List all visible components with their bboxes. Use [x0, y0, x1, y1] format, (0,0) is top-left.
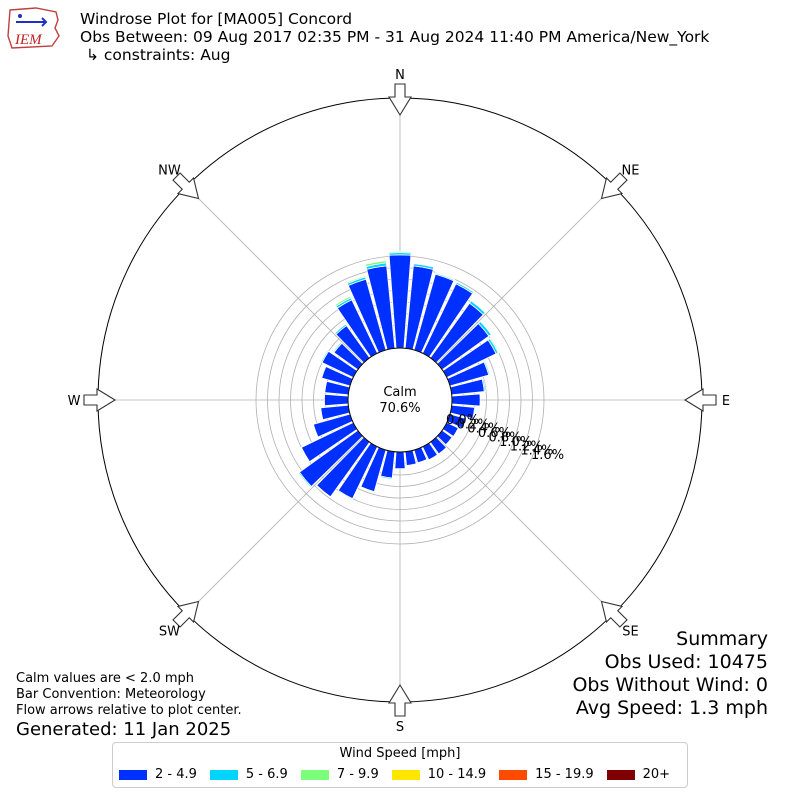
flow-arrow-note: Flow arrows relative to plot center.	[16, 703, 242, 719]
legend-label: 20+	[643, 767, 670, 782]
windrose-bar	[452, 394, 480, 406]
legend-label: 10 - 14.9	[428, 767, 486, 782]
compass-label: NE	[622, 163, 640, 178]
legend-swatch	[119, 770, 147, 780]
compass-label: N	[395, 68, 405, 83]
compass-label: NW	[158, 163, 181, 178]
flow-arrow-icon	[685, 389, 716, 411]
flow-arrow-icon	[389, 84, 411, 115]
flow-arrow-icon	[84, 389, 115, 411]
legend-swatch	[301, 770, 329, 780]
summary-block: Summary Obs Used: 10475 Obs Without Wind…	[572, 628, 768, 720]
legend-item: 10 - 14.9	[392, 767, 486, 782]
summary-title: Summary	[572, 628, 768, 651]
bar-convention-note: Bar Convention: Meteorology	[16, 687, 242, 703]
calm-circle	[348, 348, 452, 452]
legend-label: 15 - 19.9	[535, 767, 593, 782]
windrose-bar	[324, 394, 348, 405]
obs-used: Obs Used: 10475	[572, 651, 768, 674]
flow-arrow-icon	[602, 602, 627, 627]
radial-tick-label: 1.6%	[531, 448, 564, 463]
compass-label: E	[722, 394, 730, 409]
windrose-bar	[395, 452, 405, 469]
legend-item: 20+	[607, 767, 670, 782]
legend-label: 2 - 4.9	[155, 767, 197, 782]
compass-label: SW	[159, 625, 180, 640]
calm-note: Calm values are < 2.0 mph	[16, 671, 242, 687]
avg-speed: Avg Speed: 1.3 mph	[572, 697, 768, 720]
legend-item: 2 - 4.9	[119, 767, 197, 782]
legend-swatch	[210, 770, 238, 780]
legend-item: 5 - 6.9	[210, 767, 288, 782]
compass-label: S	[396, 720, 404, 735]
windrose-bar	[389, 251, 411, 253]
flow-arrow-icon	[173, 602, 198, 627]
generated-date: Generated: 11 Jan 2025	[16, 719, 231, 740]
legend-items: 2 - 4.9 5 - 6.9 7 - 9.9 10 - 14.9 15 - 19.9 2…	[119, 767, 670, 782]
calm-value: 70.6%	[379, 401, 420, 416]
legend-label: 5 - 6.9	[246, 767, 288, 782]
flow-arrow-icon	[389, 685, 411, 716]
legend-title: Wind Speed [mph]	[113, 746, 687, 761]
legend: Wind Speed [mph] 2 - 4.9 5 - 6.9 7 - 9.9 10…	[112, 742, 688, 788]
legend-label: 7 - 9.9	[337, 767, 379, 782]
calm-label: Calm	[383, 385, 416, 400]
legend-swatch	[607, 770, 635, 780]
obs-without-wind: Obs Without Wind: 0	[572, 674, 768, 697]
legend-item: 7 - 9.9	[301, 767, 379, 782]
legend-swatch	[392, 770, 420, 780]
legend-swatch	[499, 770, 527, 780]
legend-item: 15 - 19.9	[499, 767, 593, 782]
notes-block: Calm values are < 2.0 mph Bar Convention…	[16, 671, 242, 719]
compass-label: W	[68, 394, 81, 409]
